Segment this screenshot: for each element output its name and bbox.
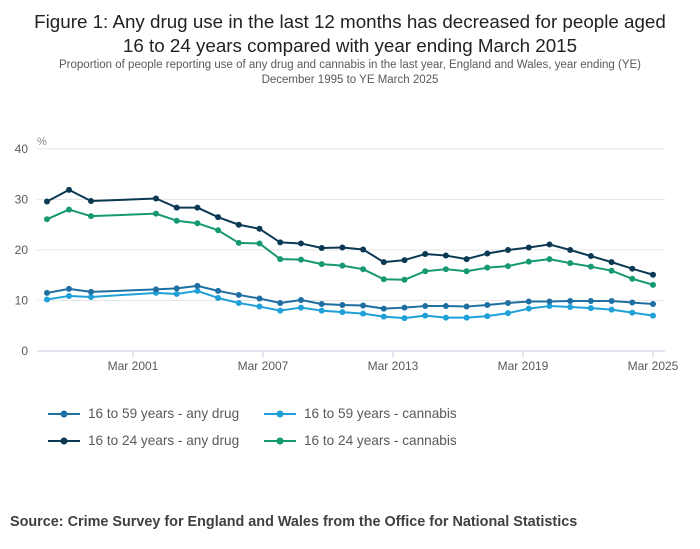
svg-text:20: 20 <box>15 243 29 257</box>
svg-text:0: 0 <box>21 344 28 358</box>
svg-text:40: 40 <box>15 142 29 156</box>
svg-text:Mar 2025: Mar 2025 <box>628 359 679 373</box>
svg-text:10: 10 <box>15 294 29 308</box>
svg-text:Mar 2007: Mar 2007 <box>238 359 289 373</box>
svg-text:Mar 2013: Mar 2013 <box>368 359 419 373</box>
svg-text:30: 30 <box>15 193 29 207</box>
svg-text:%: % <box>37 136 47 148</box>
svg-text:Mar 2019: Mar 2019 <box>498 359 549 373</box>
svg-text:Mar 2001: Mar 2001 <box>108 359 159 373</box>
